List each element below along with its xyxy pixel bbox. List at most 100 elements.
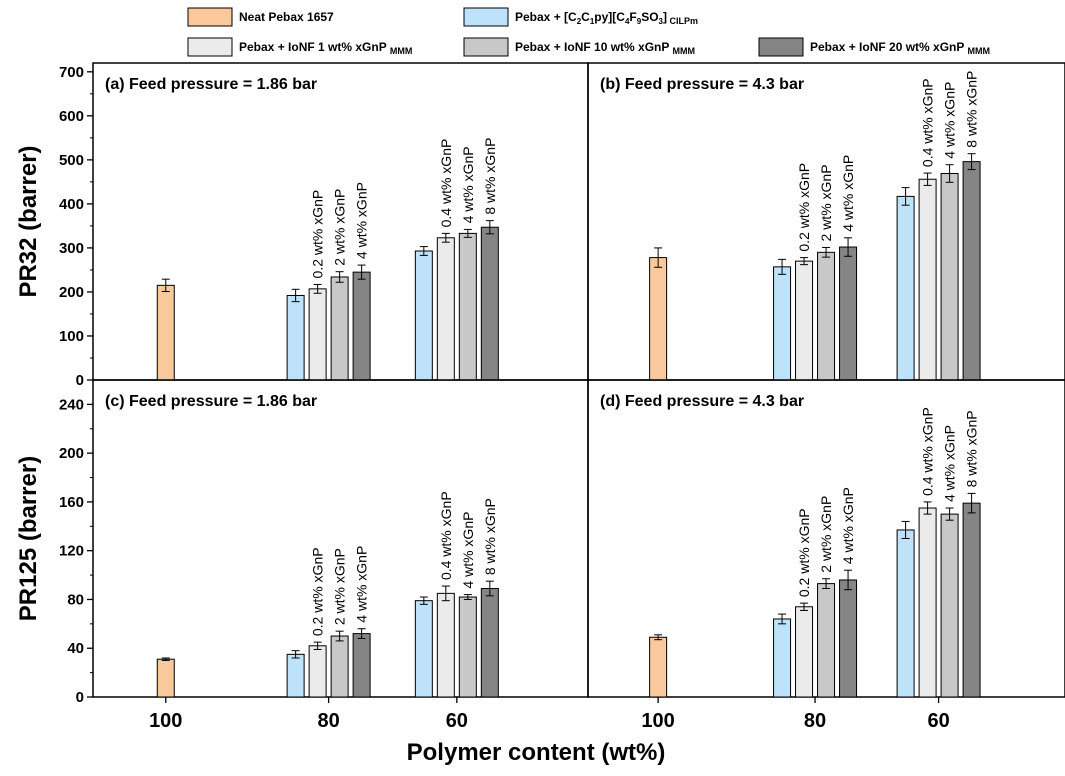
panels: (a) Feed pressure = 1.86 bar 0 100 200 300 40… <box>15 62 1065 732</box>
legend-label-main: Pebax + IoNF 1 wt% xGnP <box>239 40 390 54</box>
bar <box>458 232 477 381</box>
bar-label: 8 wt% xGnP <box>964 71 980 148</box>
bar <box>795 260 814 381</box>
panel-title: (a) Feed pressure = 1.86 bar <box>105 76 317 93</box>
bar <box>352 633 371 698</box>
x-tick-label: 80 <box>804 710 826 732</box>
legend-label-subscript: MMM <box>390 46 413 56</box>
bar <box>330 635 349 698</box>
legend-label-part: 4 <box>625 17 630 26</box>
panel-d: (d) Feed pressure = 4.3 bar 100 80 60 0.2 wt… <box>587 379 1065 732</box>
y-tick-label: 400 <box>59 196 84 213</box>
legend-label-main: Neat Pebax 1657 <box>239 10 334 24</box>
y-tick-label: 0 <box>76 689 84 706</box>
bar <box>839 579 858 698</box>
legend-label-subscript: MMM <box>968 46 991 56</box>
bar <box>330 276 349 381</box>
y-tick-label: 240 <box>59 396 84 413</box>
bar <box>940 513 959 698</box>
legend-label-part: C <box>581 10 590 24</box>
bar <box>795 606 814 698</box>
bar <box>896 195 915 381</box>
y-axis-title: PR32 (barrer) <box>15 145 42 297</box>
legend-label-subscript: MMM <box>673 46 696 56</box>
bar-label: 2 wt% xGnP <box>332 548 348 625</box>
legend-label: Pebax + IoNF 20 wt% xGnP MMM <box>810 40 990 56</box>
y-tick-label: 300 <box>59 240 84 257</box>
panel-title: (c) Feed pressure = 1.86 bar <box>105 393 317 410</box>
bar-label: 0.2 wt% xGnP <box>310 547 326 636</box>
bar <box>308 645 327 698</box>
y-tick-label: 600 <box>59 108 84 125</box>
panel-title: (b) Feed pressure = 4.3 bar <box>600 76 804 93</box>
bar <box>286 294 305 381</box>
bar-label: 0.2 wt% xGnP <box>796 163 812 252</box>
bar-label: 4 wt% xGnP <box>942 425 958 502</box>
y-tick-label: 200 <box>59 445 84 462</box>
bar <box>414 600 433 698</box>
legend-swatch <box>463 7 509 27</box>
bar-label: 8 wt% xGnP <box>482 138 498 215</box>
y-tick-label: 120 <box>59 543 84 560</box>
bar <box>436 592 455 698</box>
y-tick-label: 40 <box>67 640 84 657</box>
y-tick-label: 700 <box>59 64 84 81</box>
bar-label: 4 wt% xGnP <box>460 512 476 589</box>
panel-c: (c) Feed pressure = 1.86 bar 0 40 80 120 160 2… <box>15 379 589 732</box>
legend-label: Pebax + IoNF 1 wt% xGnP MMM <box>239 40 412 56</box>
x-tick-label: 100 <box>641 710 674 732</box>
bar <box>839 246 858 381</box>
bar-label: 4 wt% xGnP <box>840 487 856 564</box>
legend-swatch <box>463 37 509 57</box>
legend-label-part: ] <box>663 10 667 24</box>
bar <box>962 502 981 698</box>
bar <box>480 226 499 381</box>
bar <box>918 178 937 381</box>
bar-label: 8 wt% xGnP <box>482 498 498 575</box>
legend-label-part: CILPm <box>667 16 698 26</box>
x-axis-title: Polymer content (wt%) <box>407 739 666 766</box>
panel-a: (a) Feed pressure = 1.86 bar 0 100 200 300 40… <box>15 62 589 389</box>
legend-swatch <box>758 37 804 57</box>
legend-label-part: py][C <box>594 10 625 24</box>
bar-label: 2 wt% xGnP <box>818 496 834 573</box>
x-tick-label: 60 <box>446 710 468 732</box>
legend-label-part: 2 <box>577 17 582 26</box>
bar <box>817 583 836 698</box>
x-tick-label: 80 <box>317 710 339 732</box>
bar-label: 0.2 wt% xGnP <box>310 190 326 279</box>
legend-label-part: 3 <box>659 17 664 26</box>
legend-label: Pebax + IoNF 10 wt% xGnP MMM <box>515 40 695 56</box>
bar-label: 0.4 wt% xGnP <box>438 139 454 228</box>
legend-label-part: 1 <box>590 17 595 26</box>
bar <box>896 529 915 698</box>
bar-label: 0.4 wt% xGnP <box>438 491 454 580</box>
bar-label: 4 wt% xGnP <box>460 146 476 223</box>
bar <box>156 658 175 698</box>
y-tick-label: 160 <box>59 494 84 511</box>
y-tick-label: 500 <box>59 152 84 169</box>
bar <box>414 250 433 381</box>
x-tick-label: 60 <box>927 710 949 732</box>
legend-label: Neat Pebax 1657 <box>239 10 334 24</box>
bar-label: 4 wt% xGnP <box>354 546 370 623</box>
panel-title: (d) Feed pressure = 4.3 bar <box>600 393 804 410</box>
legend-swatch <box>187 7 233 27</box>
y-tick-label: 0 <box>76 372 84 389</box>
bar-label: 4 wt% xGnP <box>840 155 856 232</box>
bar-label: 0.4 wt% xGnP <box>920 78 936 167</box>
bar-label: 8 wt% xGnP <box>964 410 980 487</box>
bar <box>649 257 668 381</box>
panel-b: (b) Feed pressure = 4.3 bar 0.2 wt% xGnP 2… <box>587 62 1065 381</box>
bar <box>286 653 305 698</box>
bar <box>649 636 668 698</box>
legend-label-part: SO <box>641 10 658 24</box>
bar <box>918 507 937 698</box>
bar-label: 2 wt% xGnP <box>332 189 348 266</box>
bar <box>156 284 175 381</box>
legend-label-main: Pebax + IoNF 10 wt% xGnP <box>515 40 673 54</box>
bar <box>436 237 455 381</box>
legend-label: Pebax + [C2C1py][C4F9SO3] CILPm <box>515 10 698 26</box>
bar-label: 4 wt% xGnP <box>942 82 958 159</box>
